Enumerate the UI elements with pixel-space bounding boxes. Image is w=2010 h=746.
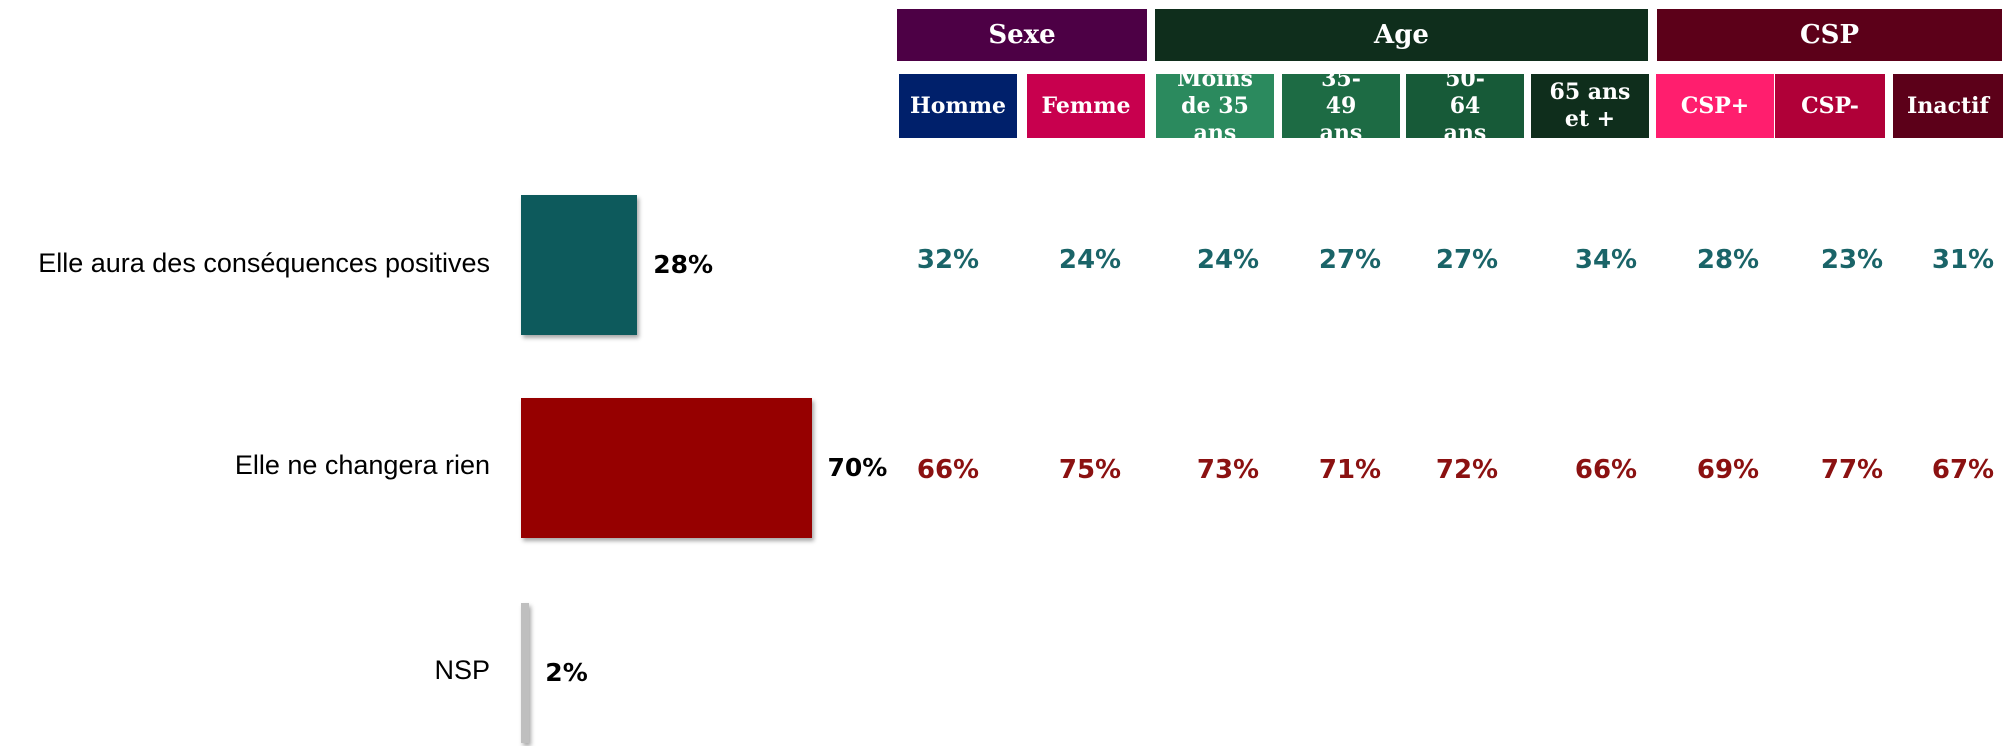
- cell-rien-inactif: 67%: [1931, 455, 1995, 485]
- cell-rien-35-49: 71%: [1318, 455, 1382, 485]
- cell-positives-35-49: 27%: [1318, 245, 1382, 275]
- subheader-moins-35: Moins de 35 ans: [1156, 66, 1274, 146]
- cell-rien-femme: 75%: [1058, 455, 1122, 485]
- cell-rien-50-64: 72%: [1435, 455, 1499, 485]
- category-label-positives: Elle aura des conséquences positives: [38, 248, 490, 278]
- category-label-nsp: NSP: [434, 655, 490, 685]
- subheader-inactif: Inactif: [1893, 74, 2003, 138]
- bar-label-nsp: 2%: [545, 658, 588, 687]
- header-csp: CSP: [1657, 9, 2002, 61]
- header-age-label: Age: [1374, 20, 1429, 50]
- cell-positives-moins-35: 24%: [1196, 245, 1260, 275]
- cell-positives-homme: 32%: [916, 245, 980, 275]
- bar-positives: [521, 195, 638, 335]
- subheader-35-49: 35-49 ans: [1282, 66, 1400, 146]
- subheader-50-64: 50-64 ans: [1406, 66, 1524, 146]
- cell-rien-moins-35: 73%: [1196, 455, 1260, 485]
- subheader-65-plus: 65 ans et +: [1531, 74, 1649, 138]
- cell-rien-csp-plus: 69%: [1696, 455, 1760, 485]
- subheader-femme: Femme: [1027, 74, 1145, 138]
- cell-rien-65-plus: 66%: [1574, 455, 1638, 485]
- header-sexe: Sexe: [897, 9, 1147, 61]
- header-csp-label: CSP: [1799, 20, 1860, 50]
- cell-rien-homme: 66%: [916, 455, 980, 485]
- subheader-csp-plus: CSP+: [1656, 74, 1774, 138]
- header-sexe-label: Sexe: [988, 20, 1056, 50]
- cell-positives-csp-minus: 23%: [1820, 245, 1884, 275]
- category-label-rien: Elle ne changera rien: [234, 450, 490, 480]
- bar-nsp: [521, 603, 530, 743]
- header-age: Age: [1155, 9, 1648, 61]
- cell-positives-inactif: 31%: [1931, 245, 1995, 275]
- bar-label-positives: 28%: [653, 250, 714, 279]
- subheader-csp-minus: CSP-: [1775, 74, 1885, 138]
- subheader-homme: Homme: [899, 74, 1017, 138]
- bar-label-rien: 70%: [827, 453, 888, 482]
- cell-positives-50-64: 27%: [1435, 245, 1499, 275]
- cell-positives-65-plus: 34%: [1574, 245, 1638, 275]
- cell-positives-csp-plus: 28%: [1696, 245, 1760, 275]
- bar-rien: [521, 398, 812, 538]
- cell-positives-femme: 24%: [1058, 245, 1122, 275]
- cell-rien-csp-minus: 77%: [1820, 455, 1884, 485]
